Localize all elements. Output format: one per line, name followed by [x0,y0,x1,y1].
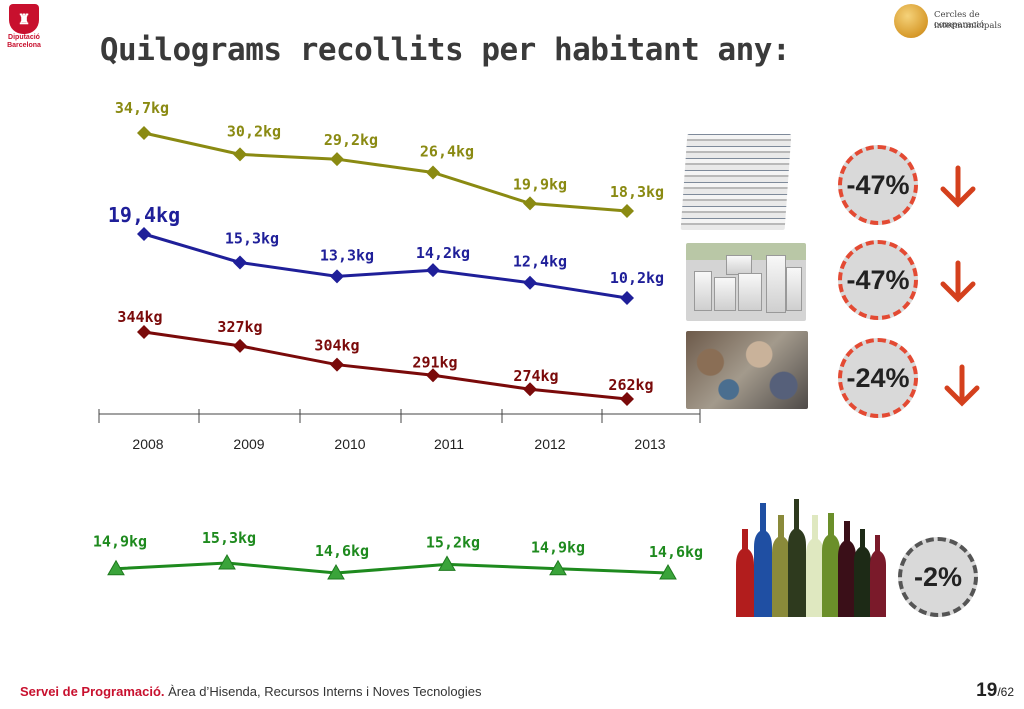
data-label: 19,4kg [108,203,180,227]
medal-icon [894,4,928,38]
data-point-marker [233,338,247,353]
data-point-marker [426,368,440,383]
x-tick-label: 2011 [434,436,464,452]
paper-change-badge: -47% [838,145,918,225]
data-label: 327kg [217,318,262,336]
footer-text: Servei de Programació. Àrea d’Hisenda, R… [20,684,482,699]
rest-change-badge: -24% [838,338,918,418]
down-arrow-icon [944,364,980,407]
data-label: 10,2kg [610,269,664,287]
data-point-marker [233,147,247,162]
data-label: 274kg [513,367,558,385]
data-label: 29,2kg [324,131,378,149]
down-arrow-icon [940,165,976,208]
data-point-marker [137,227,151,241]
data-point-marker [107,559,125,576]
data-point-marker [218,553,236,570]
glass-change-badge: -2% [898,537,978,617]
data-label: 15,3kg [225,230,279,248]
data-label: 291kg [412,353,457,371]
newspapers-image [680,134,792,230]
data-point-marker [620,204,634,218]
trash-bags-image [686,331,808,409]
footer-department: Servei de Programació. [20,684,165,699]
data-point-marker [523,275,537,290]
data-label: 14,6kg [315,542,369,560]
data-label: 304kg [314,337,359,355]
data-label: 262kg [608,376,653,394]
data-label: 30,2kg [227,122,281,140]
logo-text-line1: Diputació [8,34,40,41]
x-tick-label: 2009 [233,436,264,452]
footer-area: Àrea d’Hisenda, Recursos Interns i Noves… [164,684,482,699]
data-label: 13,3kg [320,246,374,264]
series-line [143,330,628,401]
data-point-marker [330,357,344,372]
cercles-logo-line2: intermunicipals [934,21,1002,31]
data-point-marker [330,152,344,167]
page-number: 19/62 [976,680,1014,702]
data-label: 15,2kg [426,533,480,551]
appliances-change-badge: -47% [838,240,918,320]
page-title: Quilograms recollits per habitant any: [99,32,791,68]
data-point-marker [327,563,345,580]
appliances-image [686,243,806,321]
series-line [115,561,669,575]
data-point-marker [137,325,151,339]
cercles-logo-line1: Cercles de comparació [934,10,985,30]
data-point-marker [426,165,440,180]
glass-bottles-image [736,499,886,617]
data-point-marker [438,555,456,571]
data-point-marker [549,559,567,576]
cercles-logo: Cercles de comparació intermunicipals [894,4,1024,40]
logo-text-line2: Barcelona [7,42,41,49]
data-label: 14,2kg [416,244,470,262]
data-label: 34,7kg [115,99,169,117]
data-point-marker [620,291,634,305]
down-arrow-icon [940,260,976,303]
data-point-marker [620,392,634,406]
diputacio-logo: ♜ Diputació Barcelona [4,4,44,52]
data-point-marker [426,263,440,278]
data-label: 26,4kg [420,142,474,160]
series-line [143,232,628,300]
page-current: 19 [976,680,998,701]
data-point-marker [137,126,151,140]
data-point-marker [330,269,344,284]
data-point-marker [659,563,677,580]
data-label: 14,6kg [649,543,703,561]
page-total: /62 [997,685,1014,699]
data-point-marker [523,196,537,211]
data-label: 15,3kg [202,529,256,547]
data-point-marker [523,382,537,397]
data-point-marker [233,255,247,270]
series-line [143,131,628,213]
x-tick-label: 2010 [334,436,365,452]
data-label: 19,9kg [513,175,567,193]
x-tick-label: 2008 [132,436,163,452]
x-tick-label: 2013 [634,436,665,452]
data-label: 18,3kg [610,183,664,201]
data-label: 12,4kg [513,253,567,271]
coat-of-arms-icon: ♜ [9,4,39,34]
data-label: 14,9kg [93,533,147,551]
data-label: 344kg [117,308,162,326]
x-tick-label: 2012 [534,436,565,452]
data-label: 14,9kg [531,539,585,557]
